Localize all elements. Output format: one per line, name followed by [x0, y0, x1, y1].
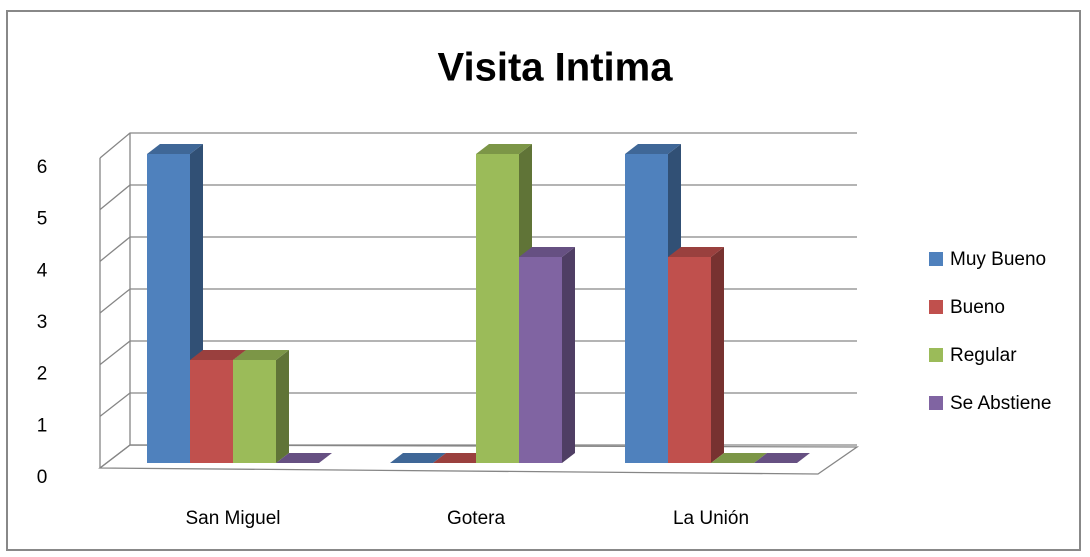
y-tick-label: 5	[37, 209, 48, 230]
bar-side	[562, 247, 575, 463]
legend-swatch	[929, 348, 943, 362]
bar-side	[276, 350, 289, 463]
grid-line	[99, 132, 857, 159]
bar-top	[754, 453, 810, 463]
bar-top	[390, 453, 446, 463]
bar-top	[711, 453, 767, 463]
y-tick-label: 4	[37, 260, 48, 281]
bar-top	[625, 144, 681, 154]
grid-line	[99, 184, 857, 211]
bar-front	[233, 360, 276, 463]
bar	[276, 453, 332, 463]
grid-line	[99, 392, 857, 417]
grid-line	[99, 236, 857, 262]
bar-top	[233, 350, 289, 360]
bar	[668, 247, 724, 463]
bar-front	[190, 360, 233, 463]
legend-label: Regular	[950, 345, 1017, 366]
legend-swatch	[929, 300, 943, 314]
bar	[519, 247, 575, 463]
bar-front	[668, 257, 711, 463]
bar	[754, 453, 810, 463]
bar-top	[519, 247, 575, 257]
y-tick-label: 1	[37, 415, 48, 436]
bar	[433, 453, 489, 463]
legend-swatch	[929, 396, 943, 410]
grid-line	[99, 340, 857, 366]
bar	[390, 453, 446, 463]
bar-top	[190, 350, 246, 360]
bar-top	[476, 144, 532, 154]
bar	[711, 453, 767, 463]
legend-swatch	[929, 252, 943, 266]
bar-front	[476, 154, 519, 463]
bar-front	[147, 154, 190, 463]
y-tick-label: 6	[37, 157, 48, 178]
y-tick-label: 2	[37, 364, 48, 385]
bar-top	[276, 453, 332, 463]
grid-line	[99, 444, 857, 469]
bar-side	[711, 247, 724, 463]
y-tick-label: 3	[37, 312, 48, 333]
x-tick-label: La Unión	[673, 508, 749, 529]
bar-top	[433, 453, 489, 463]
x-tick-label: Gotera	[447, 508, 506, 529]
legend-label: Muy Bueno	[950, 249, 1046, 270]
bar-front	[519, 257, 562, 463]
y-tick-label: 0	[37, 467, 48, 488]
bar	[233, 350, 289, 463]
bar	[625, 144, 681, 463]
legend-label: Bueno	[950, 297, 1005, 318]
legend-label: Se Abstiene	[950, 393, 1051, 414]
bar-top	[147, 144, 203, 154]
x-tick-label: San Miguel	[185, 508, 280, 529]
bar-top	[668, 247, 724, 257]
grid-line	[99, 288, 857, 314]
bar-front	[625, 154, 668, 463]
chart-title: Visita Intima	[438, 46, 674, 90]
